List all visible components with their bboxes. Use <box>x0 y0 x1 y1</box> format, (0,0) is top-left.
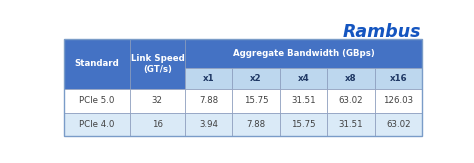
Bar <box>130 89 185 113</box>
Text: Rambus: Rambus <box>343 23 421 41</box>
Bar <box>375 113 422 136</box>
Text: x1: x1 <box>203 74 214 83</box>
Bar <box>280 113 327 136</box>
Bar <box>64 39 422 136</box>
Text: 31.51: 31.51 <box>291 96 316 105</box>
Bar <box>280 89 327 113</box>
Bar <box>327 89 375 113</box>
Text: 31.51: 31.51 <box>338 120 363 129</box>
Text: x16: x16 <box>390 74 407 83</box>
Text: PCIe 4.0: PCIe 4.0 <box>79 120 115 129</box>
Bar <box>130 39 185 89</box>
Text: 16: 16 <box>152 120 163 129</box>
Text: 126.03: 126.03 <box>383 96 413 105</box>
Text: Standard: Standard <box>74 59 119 68</box>
Bar <box>64 39 130 89</box>
Bar <box>64 89 130 113</box>
Bar <box>185 39 422 68</box>
Text: 3.94: 3.94 <box>199 120 218 129</box>
Text: 63.02: 63.02 <box>386 120 411 129</box>
Text: 32: 32 <box>152 96 163 105</box>
Text: 15.75: 15.75 <box>244 96 268 105</box>
Text: 7.88: 7.88 <box>246 120 265 129</box>
Text: x2: x2 <box>250 74 262 83</box>
Bar <box>232 68 280 89</box>
Bar <box>232 89 280 113</box>
Bar <box>232 113 280 136</box>
Text: 7.88: 7.88 <box>199 96 218 105</box>
Bar <box>185 68 232 89</box>
Text: 15.75: 15.75 <box>291 120 316 129</box>
Text: Link Speed
(GT/s): Link Speed (GT/s) <box>130 54 184 74</box>
Text: x8: x8 <box>345 74 357 83</box>
Text: PCIe 5.0: PCIe 5.0 <box>79 96 115 105</box>
Text: x4: x4 <box>298 74 310 83</box>
Text: Aggregate Bandwidth (GBps): Aggregate Bandwidth (GBps) <box>233 49 374 58</box>
Text: 63.02: 63.02 <box>338 96 363 105</box>
Bar <box>64 113 130 136</box>
Bar <box>280 68 327 89</box>
Bar <box>375 68 422 89</box>
Bar <box>327 68 375 89</box>
Bar <box>185 113 232 136</box>
Bar <box>130 113 185 136</box>
Bar <box>327 113 375 136</box>
Bar <box>185 89 232 113</box>
Bar <box>375 89 422 113</box>
